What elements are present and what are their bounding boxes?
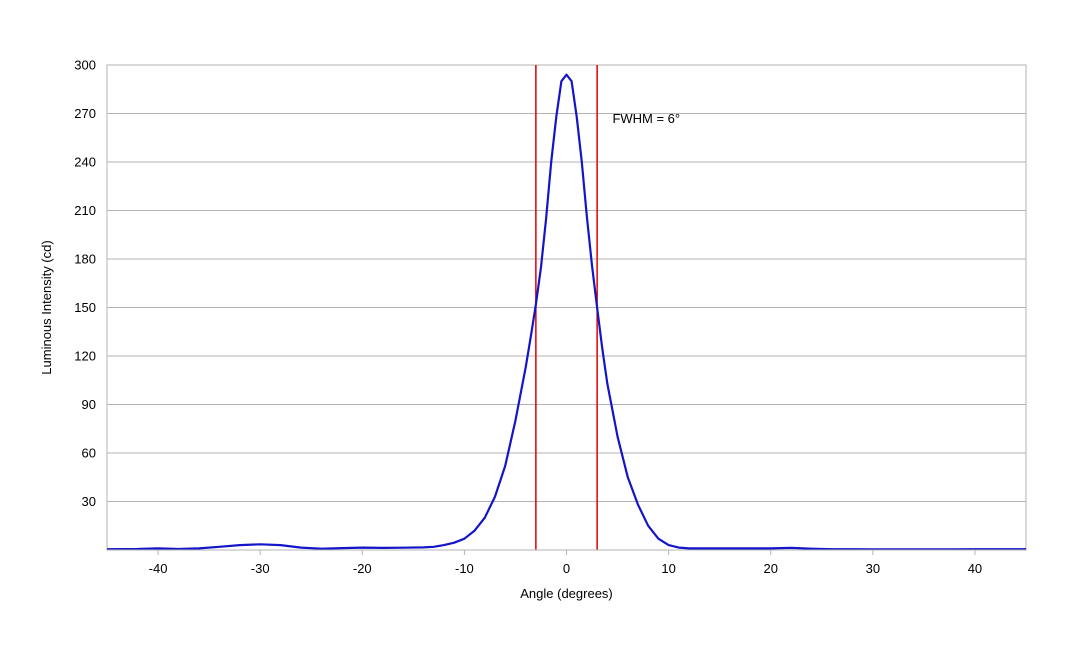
y-tick-label: 90 [82,397,96,412]
x-axis: -40 -30 -20 -10 0 10 20 30 40 [107,549,1026,576]
y-tick-label: 240 [74,155,96,170]
x-axis-title: Angle (degrees) [520,586,613,601]
y-tick-label: 30 [82,494,96,509]
fwhm-annotation: FWHM = 6° [612,111,680,126]
y-tick-label: 270 [74,106,96,121]
x-tick-label: 30 [866,561,880,576]
x-tick-label: -30 [251,561,270,576]
y-axis: 30 60 90 120 150 180 210 240 270 300 [74,58,96,510]
y-axis-title: Luminous Intensity (cd) [39,240,54,374]
x-tick-label: -10 [455,561,474,576]
x-tick-label: 10 [661,561,675,576]
x-tick-label: -20 [353,561,372,576]
x-tick-label: 0 [563,561,570,576]
y-tick-label: 300 [74,58,96,73]
y-tick-label: 150 [74,300,96,315]
x-tick-label: 40 [968,561,982,576]
intensity-series-line [106,73,1026,551]
series-group [106,73,1026,551]
y-tick-label: 120 [74,349,96,364]
x-tick-label: -40 [149,561,168,576]
y-tick-label: 210 [74,203,96,218]
y-tick-label: 60 [82,446,96,461]
y-tick-label: 180 [74,252,96,267]
x-tick-label: 20 [763,561,777,576]
annotations: FWHM = 6° [612,111,680,126]
